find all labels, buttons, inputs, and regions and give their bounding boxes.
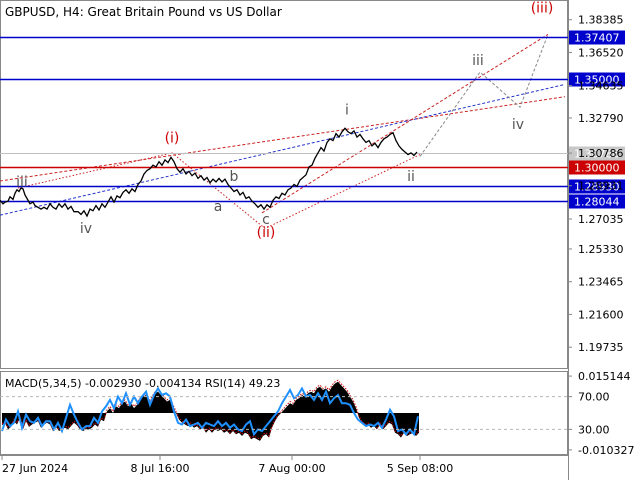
level-tag-3 <box>569 179 625 194</box>
time-axis: 27 Jun 2024 8 Jul 16:00 7 Aug 00:00 5 Sep 0… <box>1 455 453 475</box>
time-tick-label-2: 7 Aug 00:00 <box>258 462 325 475</box>
trendline-0 <box>0 96 566 182</box>
wave-label-8: ii <box>407 169 415 185</box>
trendline-3 <box>17 152 421 229</box>
price-tick-label-6: 1.27035 <box>578 213 624 226</box>
price-tick-label-1: 1.36520 <box>578 46 624 59</box>
wave-label-6: (ii) <box>257 225 276 241</box>
wave-label-9: iii <box>472 53 484 69</box>
indicator-axis: 0.015144 70.00 30.00 -0.010327 <box>0 370 634 457</box>
price-tick-label-9: 1.21600 <box>578 308 624 321</box>
wave-label-0: iii <box>16 174 28 190</box>
price-series <box>0 127 418 218</box>
indicator-title: MACD(5,34,5) -0.002930 -0.004134 RSI(14)… <box>5 377 280 390</box>
indicator-tick-label-0: 0.015144 <box>578 370 631 383</box>
wave-label-2: (i) <box>165 130 180 146</box>
price-tick-label-8: 1.23465 <box>578 276 624 289</box>
level-tag-1 <box>569 72 625 87</box>
trendline-1 <box>0 83 566 216</box>
wave-label-7: i <box>345 102 349 118</box>
price-tick-label-7: 1.25330 <box>578 243 624 256</box>
rsi-line <box>1 386 419 437</box>
price-line <box>0 127 418 218</box>
price-tick-label-4: 1.30786 <box>578 147 624 160</box>
price-tick-label-2: 1.34635 <box>578 80 624 93</box>
wave-label-5: c <box>262 212 270 228</box>
level-tag-4 <box>569 194 625 209</box>
level-tag-label-2: 1.30000 <box>574 162 620 175</box>
time-tick-label-3: 5 Sep 08:00 <box>387 462 453 475</box>
wave-label-11: (iii) <box>531 0 554 16</box>
time-tick-label-0: 27 Jun 2024 <box>2 462 68 475</box>
trendline-2 <box>261 33 549 214</box>
indicator-tick-label-1: 70.00 <box>578 391 610 404</box>
current-price-label: 1.30786 <box>574 148 620 161</box>
macd-signal-line <box>1 379 420 440</box>
wave-label-3: b <box>230 169 239 185</box>
level-tag-label-3: 1.28930 <box>574 181 620 194</box>
wave-label-4: a <box>214 199 223 215</box>
level-tag-2 <box>569 160 625 175</box>
level-tag-label-4: 1.28044 <box>574 196 620 209</box>
price-tick-label-0: 1.38385 <box>578 14 624 27</box>
wave-label-10: iv <box>512 117 524 133</box>
price-tick-label-5: 1.28931 <box>578 180 624 193</box>
time-tick-label-1: 8 Jul 16:00 <box>131 462 190 475</box>
indicator-tick-label-2: 30.00 <box>578 423 610 436</box>
trendline-4 <box>419 34 549 157</box>
price-tick-label-3: 1.32790 <box>578 112 624 125</box>
chart-title: GBPUSD, H4: Great Britain Pound vs US Do… <box>5 5 282 19</box>
current-price-tag <box>569 146 625 161</box>
indicator-tick-label-3: -0.010327 <box>578 444 634 457</box>
indicator-pane-frame <box>0 371 568 455</box>
level-tag-label-1: 1.35000 <box>574 74 620 87</box>
level-tag-0 <box>569 30 625 45</box>
wave-label-1: iv <box>80 221 92 237</box>
macd-area <box>2 381 419 441</box>
main-pane-frame <box>0 0 568 369</box>
price-tick-label-10: 1.19735 <box>578 341 624 354</box>
level-tag-label-0: 1.37407 <box>574 32 620 45</box>
horizontal-levels[interactable]: 1.37407 1.35000 1.30000 1.28930 1.28044 1.307… <box>0 30 625 209</box>
price-axis: 1.38385 1.36520 1.34635 1.32790 1.30786 1.289… <box>568 14 624 354</box>
